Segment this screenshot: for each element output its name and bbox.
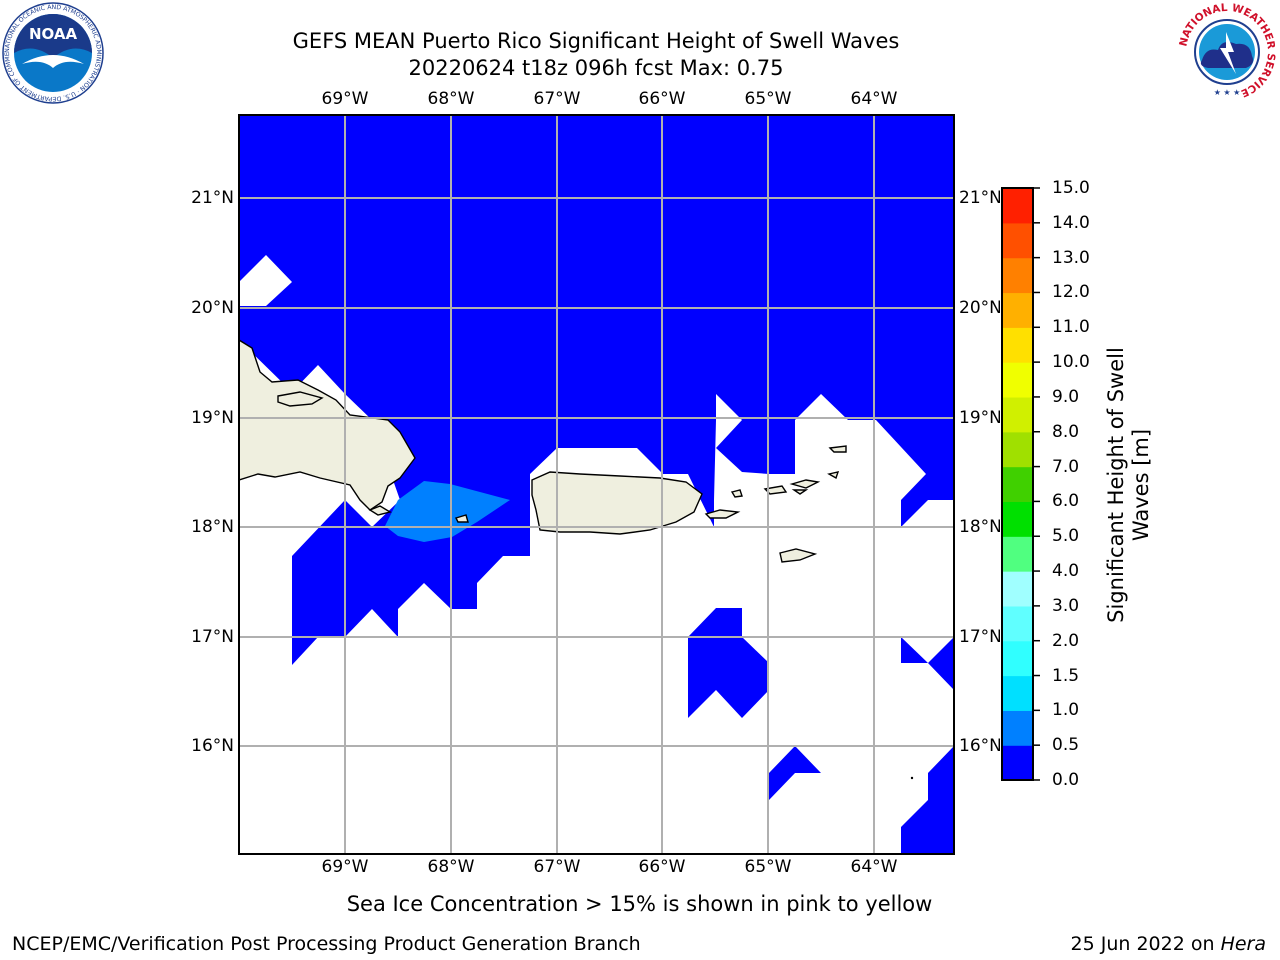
colorbar-segment: [1002, 327, 1033, 363]
footer-right: 25 Jun 2022 on Hera: [1071, 933, 1267, 955]
colorbar-segment: [1002, 710, 1033, 746]
lat-label-right: 18°N: [959, 517, 1002, 537]
lat-label-right: 21°N: [959, 188, 1002, 208]
land-saona: [368, 505, 392, 516]
colorbar-tick-label: 13.0: [1052, 247, 1090, 268]
lon-label-top: 69°W: [321, 89, 369, 109]
land-virgin-islands: [791, 489, 809, 495]
colorbar-segment: [1002, 536, 1033, 572]
lat-label-left: 19°N: [191, 408, 234, 428]
svg-text:★ ★ ★: ★ ★ ★: [1214, 88, 1241, 97]
colorbar-segment: [1002, 257, 1033, 294]
colorbar-tick-label: 5.0: [1052, 526, 1080, 547]
land-puerto-rico: [531, 471, 703, 535]
colorbar-tick-label: 6.0: [1052, 491, 1080, 512]
colorbar-segment: [1002, 571, 1033, 607]
colorbar-tick-label: 12.0: [1052, 282, 1090, 303]
lon-label-top: 67°W: [533, 89, 581, 109]
land-virgin-islands: [789, 479, 821, 489]
colorbar-title-line2: Waves [m]: [1129, 428, 1153, 542]
lon-label-bottom: 64°W: [850, 857, 898, 877]
map-caption: Sea Ice Concentration > 15% is shown in …: [0, 891, 1280, 917]
colorbar-tick-label: 2.0: [1052, 630, 1080, 651]
lon-label-top: 68°W: [427, 89, 475, 109]
noaa-logo: NATIONAL OCEANIC AND ATMOSPHERIC ADMINIS…: [2, 2, 104, 104]
colorbar-tick-label: 7.0: [1052, 456, 1080, 477]
lat-label-left: 17°N: [191, 627, 234, 647]
colorbar-segment: [1002, 640, 1033, 677]
land-st-croix: [779, 548, 818, 563]
colorbar-segment: [1002, 396, 1033, 433]
lon-label-top: 64°W: [850, 89, 898, 109]
footer-left: NCEP/EMC/Verification Post Processing Pr…: [12, 933, 641, 955]
lat-label-left: 20°N: [191, 298, 234, 318]
lat-label-right: 19°N: [959, 408, 1002, 428]
colorbar-tick-label: 3.0: [1052, 595, 1080, 616]
lon-label-bottom: 65°W: [744, 857, 792, 877]
lat-label-right: 17°N: [959, 627, 1002, 647]
land-hispaniola: [239, 339, 416, 511]
lat-label-left: 21°N: [191, 188, 234, 208]
land-culebra: [730, 489, 743, 498]
colorbar-segment: [1002, 605, 1033, 642]
lat-label-right: 20°N: [959, 298, 1002, 318]
lon-label-bottom: 69°W: [321, 857, 369, 877]
noaa-logo-text: NOAA: [29, 25, 78, 43]
colorbar-segment: [1002, 501, 1033, 537]
colorbar-segment: [1002, 292, 1033, 328]
colorbar-tick-label: 8.0: [1052, 421, 1080, 442]
land-anegada: [828, 445, 847, 453]
colorbar-segment: [1002, 222, 1033, 259]
colorbar-frame: [1001, 187, 1034, 781]
land-mona-island: [455, 514, 469, 523]
lat-label-left: 16°N: [191, 736, 234, 756]
lat-label-right: 16°N: [959, 736, 1002, 756]
nws-logo: NATIONAL WEATHER SERVICE ★ ★ ★: [1177, 2, 1277, 101]
colorbar-tick-label: 10.0: [1052, 352, 1090, 373]
colorbar-tick-label: 1.0: [1052, 700, 1080, 721]
colorbar-segment: [1002, 466, 1033, 503]
map-caption-text: Sea Ice Concentration > 15% is shown in …: [346, 892, 933, 916]
colorbar-title-line1: Significant Height of Swell: [1104, 347, 1128, 623]
swell-field-0-0.5: [688, 608, 769, 718]
swell-field-0-0.5: [769, 746, 821, 800]
lon-label-top: 65°W: [744, 89, 792, 109]
footer-date: 25 Jun 2022 on: [1070, 933, 1215, 955]
colorbar-tick-label: 1.5: [1052, 665, 1080, 686]
land-tortuga: [277, 391, 324, 407]
colorbar-tick-label: 11.0: [1052, 317, 1090, 338]
colorbar-tick-label: 0.0: [1052, 770, 1080, 790]
colorbar-tick-label: 9.0: [1052, 386, 1080, 407]
colorbar-tick-label: 0.5: [1052, 735, 1080, 756]
lon-label-bottom: 67°W: [533, 857, 581, 877]
lon-label-bottom: 66°W: [638, 857, 686, 877]
colorbar-tick-label: 4.0: [1052, 561, 1080, 582]
chart-subtitle: 20220624 t18z 096h fcst Max: 0.75: [408, 56, 784, 80]
chart-title: GEFS MEAN Puerto Rico Significant Height…: [292, 29, 900, 53]
colorbar-segment: [1002, 188, 1033, 224]
lon-label-top: 66°W: [638, 89, 686, 109]
colorbar-tick-label: 15.0: [1052, 178, 1090, 198]
colorbar-segment: [1002, 675, 1033, 711]
land-islet: [827, 471, 840, 480]
colorbar-segment: [1002, 362, 1033, 398]
lon-label-bottom: 68°W: [427, 857, 475, 877]
footer-host: Hera: [1220, 933, 1266, 955]
swell-field-0-0.5: [901, 637, 954, 690]
land-vieques: [704, 509, 741, 519]
colorbar-segment: [1002, 745, 1033, 781]
colorbar: [1000, 186, 1040, 783]
graticule: [239, 115, 954, 854]
swell-field-0-0.5: [901, 746, 954, 854]
colorbar-segment: [1002, 431, 1033, 468]
map-frame: [238, 114, 955, 855]
land-islet: [910, 776, 914, 780]
lat-label-left: 18°N: [191, 517, 234, 537]
colorbar-tick-label: 14.0: [1052, 212, 1090, 233]
